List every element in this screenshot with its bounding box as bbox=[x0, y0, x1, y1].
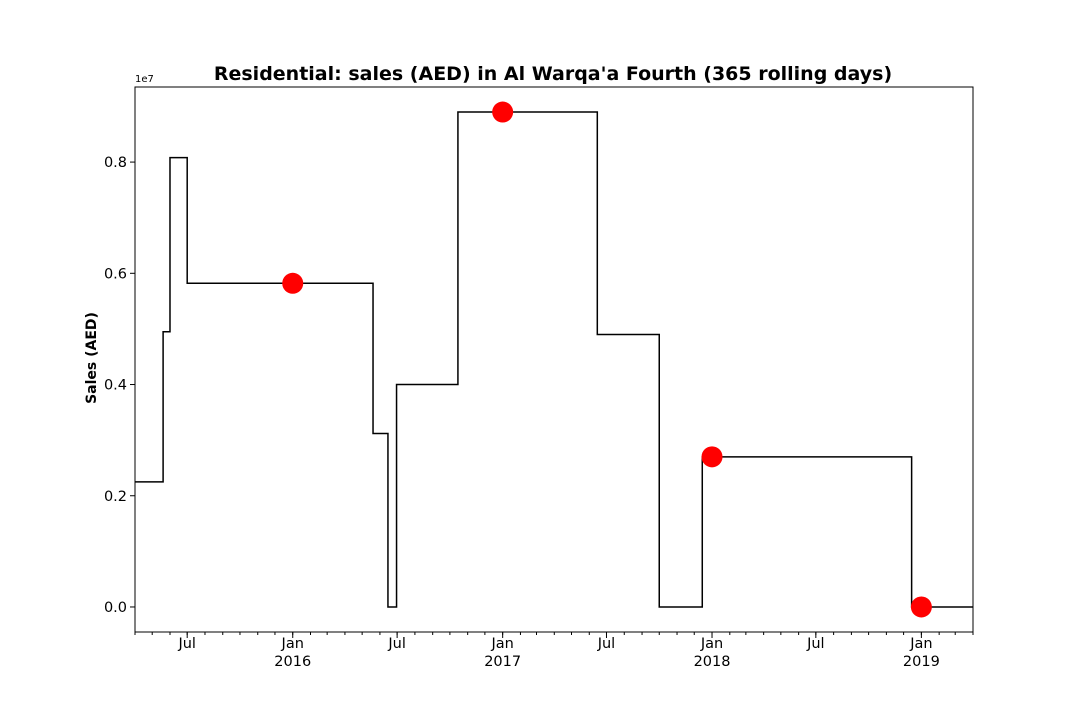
y-tick-label: 0.6 bbox=[104, 266, 127, 282]
sales-marker-point bbox=[492, 101, 514, 123]
x-tick-label: Jan bbox=[490, 636, 513, 652]
plot-lines bbox=[135, 111, 973, 608]
chart-title: Residential: sales (AED) in Al Warqa'a F… bbox=[214, 63, 892, 85]
y-tick-label: 0.8 bbox=[104, 155, 127, 171]
y-tick-label: 0.0 bbox=[104, 600, 127, 616]
x-tick-label: Jan bbox=[909, 636, 932, 652]
x-tick-label: Jul bbox=[597, 636, 616, 652]
plot-markers bbox=[282, 101, 932, 618]
x-tick-label: Jul bbox=[806, 636, 825, 652]
x-tick-label: Jan bbox=[700, 636, 723, 652]
x-tick-year-label: 2016 bbox=[274, 654, 311, 670]
y-axis-offset-label: 1e7 bbox=[135, 74, 154, 85]
sales-step-line bbox=[135, 111, 973, 608]
y-axis-label: Sales (AED) bbox=[84, 312, 100, 404]
x-tick-label: Jul bbox=[177, 636, 196, 652]
plot-frame bbox=[134, 86, 974, 633]
y-tick-label: 0.4 bbox=[104, 378, 127, 394]
x-tick-year-label: 2017 bbox=[484, 654, 521, 670]
sales-marker-point bbox=[701, 446, 723, 468]
y-tick-label: 0.2 bbox=[104, 489, 127, 505]
x-tick-label: Jul bbox=[387, 636, 406, 652]
sales-marker-point bbox=[282, 272, 304, 294]
x-tick-label: Jan bbox=[281, 636, 304, 652]
x-tick-year-label: 2018 bbox=[694, 654, 731, 670]
x-tick-year-label: 2019 bbox=[903, 654, 940, 670]
ticks: 0.0 0.2 0.4 0.6 0.8 Jul Jan 2016 Jul Jan 2017 Jul Ja… bbox=[104, 155, 974, 670]
sales-marker-point bbox=[910, 596, 932, 618]
